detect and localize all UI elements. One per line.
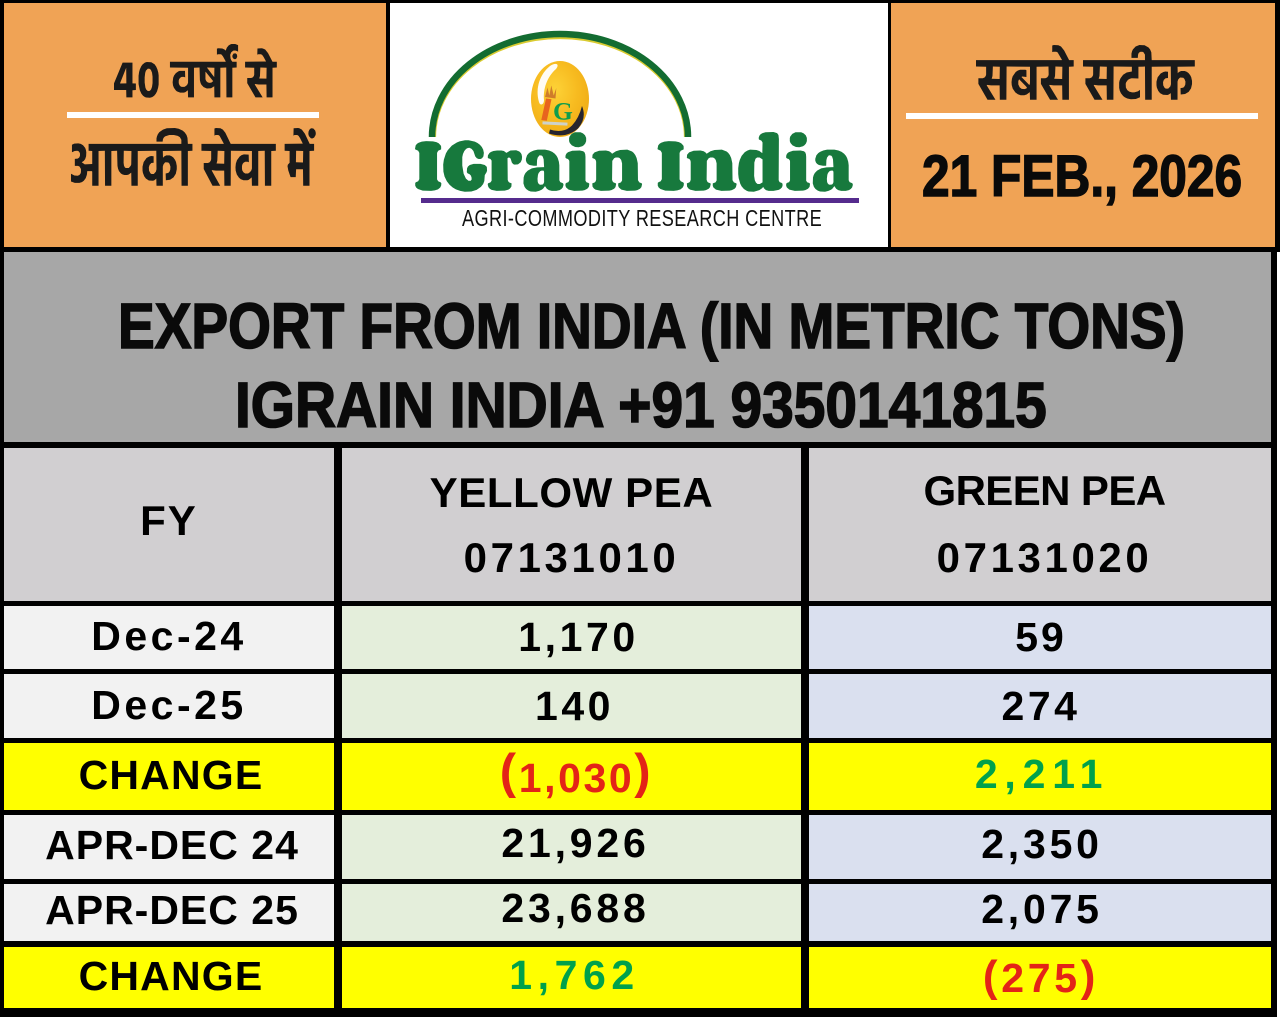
svg-text:G: G	[553, 97, 573, 126]
